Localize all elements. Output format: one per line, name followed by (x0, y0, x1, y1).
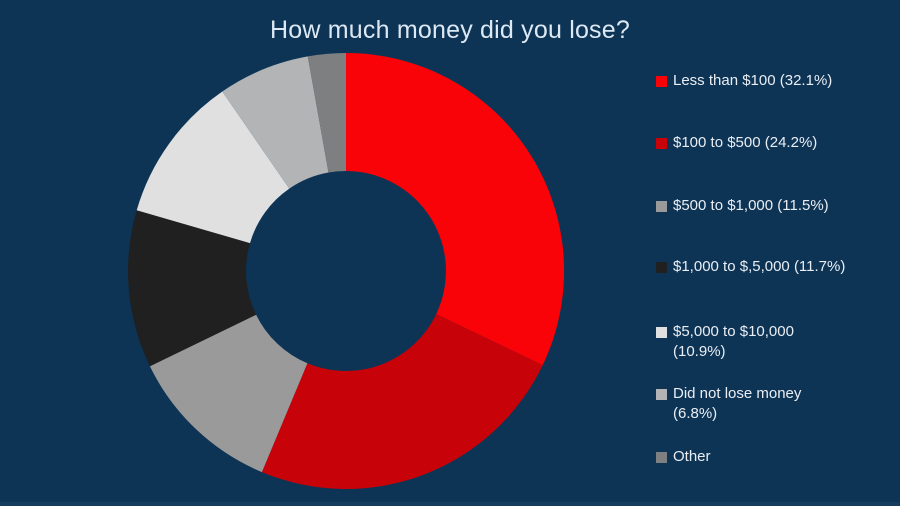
legend-marker (656, 201, 667, 212)
chart-title: How much money did you lose? (270, 16, 630, 44)
legend-label: $1,000 to $,5,000 (11.7%) (673, 258, 846, 275)
legend-item: $500 to $1,000 (11.5%) (656, 196, 829, 216)
legend-item: $100 to $500 (24.2%) (656, 133, 817, 153)
donut-segment-1-000-to-5-000 (128, 210, 257, 367)
legend-item: $1,000 to $,5,000 (11.7%) (656, 257, 845, 277)
legend-marker (656, 138, 667, 149)
legend-marker (656, 327, 667, 338)
donut-segment-other (307, 53, 346, 173)
donut-segment-less-than-100 (346, 52, 565, 366)
legend-marker (656, 76, 667, 87)
legend-item: $5,000 to $10,000 (10.9%) (656, 322, 794, 362)
bottom-edge-highlight (0, 502, 900, 506)
legend-label: $100 to $500 (24.2%) (673, 134, 818, 151)
legend-label: $5,000 to $10,000 (10.9%) (673, 323, 794, 360)
legend-item: Less than $100 (32.1%) (656, 71, 832, 91)
legend-item: Did not lose money (6.8%) (656, 384, 801, 424)
donut-segment-100-to-500 (261, 314, 543, 489)
legend-label: Other (673, 448, 711, 465)
legend-marker (656, 452, 667, 463)
legend-marker (656, 262, 667, 273)
legend-marker (656, 389, 667, 400)
donut-segment-did-not-lose-money (222, 56, 329, 189)
donut-segment-5-000-to-10-000 (136, 91, 290, 244)
legend-label: $500 to $1,000 (11.5%) (673, 197, 829, 214)
legend-label: Less than $100 (32.1%) (673, 72, 833, 89)
legend-item: Other (656, 447, 711, 467)
legend-label: Did not lose money (6.8%) (673, 385, 802, 422)
donut-segment-500-to-1-000 (149, 314, 308, 473)
